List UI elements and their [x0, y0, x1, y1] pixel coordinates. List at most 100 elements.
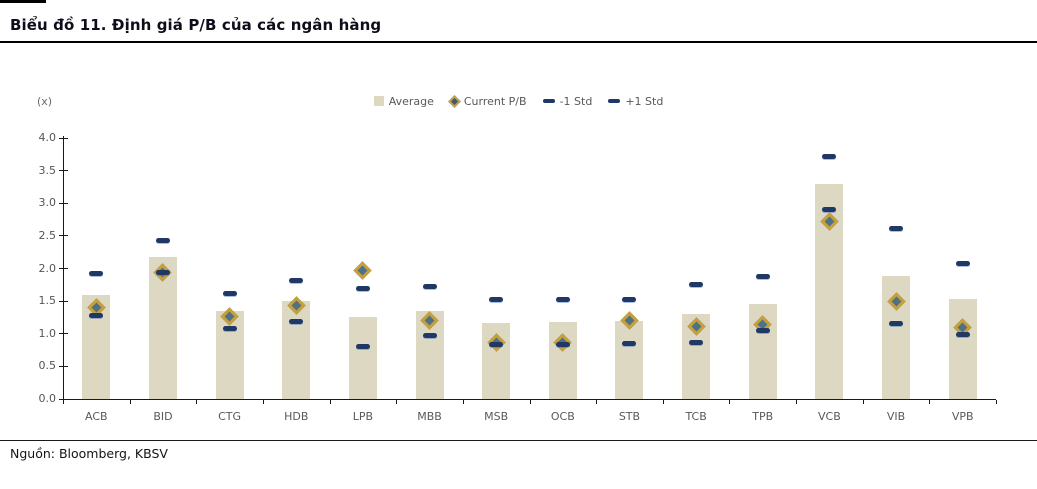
x-axis-tick	[862, 400, 864, 404]
x-axis-tick	[396, 400, 398, 404]
y-axis-tick-label: 1.5	[38, 294, 57, 308]
y-axis-tick-label: 1.0	[38, 326, 57, 340]
marker-plus1std	[889, 225, 904, 231]
x-axis-tick	[129, 400, 131, 404]
bar-average	[615, 321, 644, 399]
y-axis-tick	[59, 268, 68, 269]
x-axis-category-label: CTG	[218, 410, 242, 423]
x-axis-tick	[262, 400, 264, 404]
marker-minus1std	[222, 326, 237, 332]
marker-plus1std	[289, 277, 304, 283]
marker-plus1std	[689, 281, 704, 287]
x-axis-tick	[529, 400, 531, 404]
footer-divider	[0, 440, 1037, 441]
diamond-legend-icon	[447, 94, 461, 108]
x-axis-tick	[729, 400, 731, 404]
x-axis-category-label: LPB	[352, 410, 374, 423]
marker-plus1std	[955, 261, 970, 267]
marker-plus1std	[622, 296, 637, 302]
x-axis-category-label: TCB	[685, 410, 707, 423]
x-axis-category-label: HDB	[284, 410, 309, 423]
x-axis-category-label: ACB	[85, 410, 108, 423]
marker-minus1std	[89, 312, 104, 318]
x-axis-category-label: VCB	[818, 410, 841, 423]
marker-minus1std	[955, 331, 970, 337]
y-axis-tick-label: 2.5	[38, 228, 57, 242]
x-axis-tick	[662, 400, 664, 404]
x-axis-tick	[596, 400, 598, 404]
marker-minus1std	[889, 321, 904, 327]
legend-item-3: +1 Std	[608, 95, 663, 108]
x-axis-category-label: MSB	[484, 410, 509, 423]
x-axis-category-label: VPB	[951, 410, 974, 423]
marker-minus1std	[755, 327, 770, 333]
y-axis-tick-label: 0.5	[38, 359, 57, 373]
marker-minus1std	[355, 343, 370, 349]
y-axis-tick	[59, 170, 68, 172]
chart-title: Biểu đồ 11. Định giá P/B của các ngân hà…	[10, 16, 382, 34]
x-axis-tick	[196, 400, 198, 404]
marker-plus1std	[89, 271, 104, 277]
y-axis-tick	[59, 300, 68, 302]
marker-minus1std	[622, 341, 637, 347]
x-axis-tick	[63, 400, 64, 404]
marker-minus1std	[689, 340, 704, 346]
x-axis-category-label: OCB	[550, 410, 575, 423]
legend-label: +1 Std	[625, 94, 664, 108]
marker-plus1std	[355, 285, 370, 291]
y-axis-unit-label: (x)	[37, 95, 53, 108]
x-axis-category-label: VIB	[886, 410, 906, 423]
y-axis-tick-label: 3.0	[38, 196, 57, 210]
y-axis-tick-label: 0.0	[38, 392, 57, 405]
marker-plus1std	[555, 297, 570, 303]
x-axis-tick	[796, 400, 798, 404]
x-axis-tick	[996, 400, 997, 404]
x-axis-tick	[929, 400, 931, 404]
legend-label: -1 Std	[559, 94, 593, 108]
legend-label: Average	[388, 94, 434, 108]
source-note: Nguồn: Bloomberg, KBSV	[10, 446, 168, 461]
legend-item-1: Current P/B	[447, 94, 527, 108]
marker-plus1std	[822, 154, 837, 160]
dash-legend-icon	[542, 99, 555, 103]
top-left-mark	[0, 0, 46, 3]
y-axis-tick-label: 4.0	[38, 131, 57, 144]
marker-current-pb	[353, 261, 373, 280]
y-axis-tick	[59, 202, 68, 204]
y-axis-tick	[59, 365, 68, 367]
y-axis-tick	[59, 137, 68, 139]
x-axis-category-label: MBB	[417, 410, 442, 423]
chart-legend: Average Current P/B -1 Std +1 Std	[0, 93, 1037, 109]
title-divider	[0, 41, 1037, 43]
bar-legend-icon	[373, 96, 384, 106]
marker-minus1std	[489, 342, 504, 348]
bar-average	[282, 301, 311, 399]
marker-minus1std	[289, 318, 304, 324]
marker-plus1std	[422, 283, 437, 289]
y-axis-tick-label: 2.0	[38, 261, 57, 275]
x-axis-category-label: TPB	[752, 410, 774, 423]
legend-item-2: -1 Std	[542, 94, 593, 108]
legend-label: Current P/B	[463, 94, 527, 108]
x-axis-tick	[462, 400, 464, 404]
y-axis-tick-label: 3.5	[38, 163, 57, 177]
bar-average	[215, 310, 244, 399]
marker-plus1std	[489, 296, 504, 302]
x-axis-category-label: STB	[618, 410, 641, 423]
marker-minus1std	[422, 332, 437, 338]
marker-minus1std	[155, 269, 170, 275]
y-axis-tick	[59, 235, 68, 237]
marker-minus1std	[822, 207, 837, 213]
marker-plus1std	[222, 290, 237, 296]
x-axis-line	[63, 399, 996, 400]
x-axis-category-label: BID	[153, 410, 173, 423]
x-axis-tick	[329, 400, 331, 404]
marker-plus1std	[755, 274, 770, 280]
marker-minus1std	[555, 341, 570, 347]
legend-item-0: Average	[373, 94, 434, 108]
y-axis-tick	[59, 333, 68, 335]
marker-plus1std	[155, 237, 170, 243]
bar-average	[348, 316, 377, 399]
bar-average	[948, 299, 977, 399]
